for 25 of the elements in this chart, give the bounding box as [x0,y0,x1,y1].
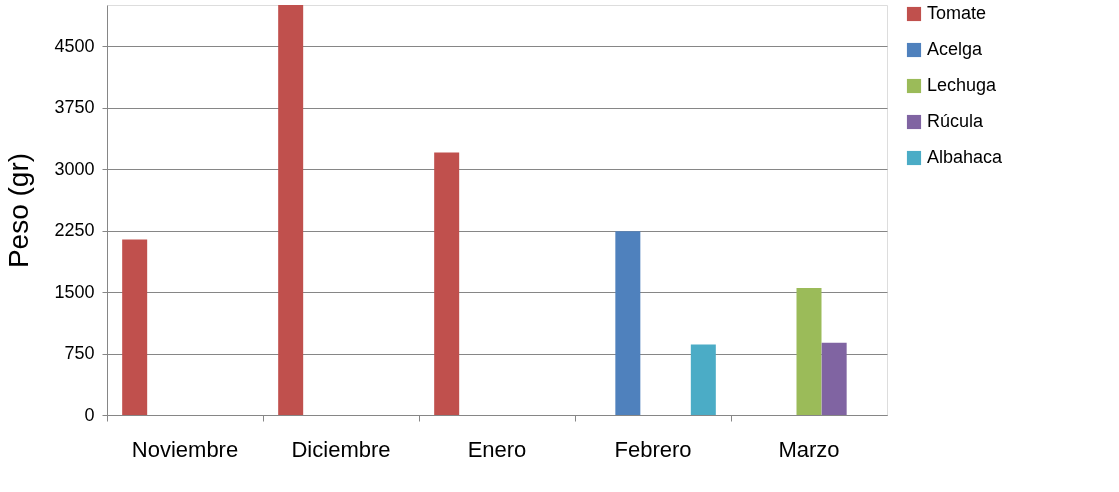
y-tick-label: 2250 [54,220,95,240]
bar [615,231,641,415]
legend-label: Rúcula [927,111,985,131]
y-tick-label: 3750 [54,97,95,117]
bar [122,239,148,415]
y-axis-title: Peso (gr) [3,152,35,269]
legend-label: Tomate [927,3,987,23]
y-tick-label: 3000 [54,158,95,179]
bar [690,344,716,415]
x-tick-label: Diciembre [291,436,391,462]
bar [434,152,460,415]
legend-label: Lechuga [927,75,998,95]
x-tick-label: Febrero [614,436,692,462]
y-tick-label: 4500 [54,35,95,56]
bar [821,342,847,415]
y-tick-label: 0 [84,404,95,425]
x-tick-label: Enero [467,436,527,462]
bar [278,5,304,415]
legend-label: Acelga [927,39,984,59]
y-tick-label: 1500 [54,281,95,302]
x-tick-label: Marzo [778,436,840,462]
y-tick-label: 750 [64,343,95,363]
x-tick-label: Noviembre [131,436,239,462]
bar [796,287,822,415]
legend-label: Albahaca [927,147,1004,167]
